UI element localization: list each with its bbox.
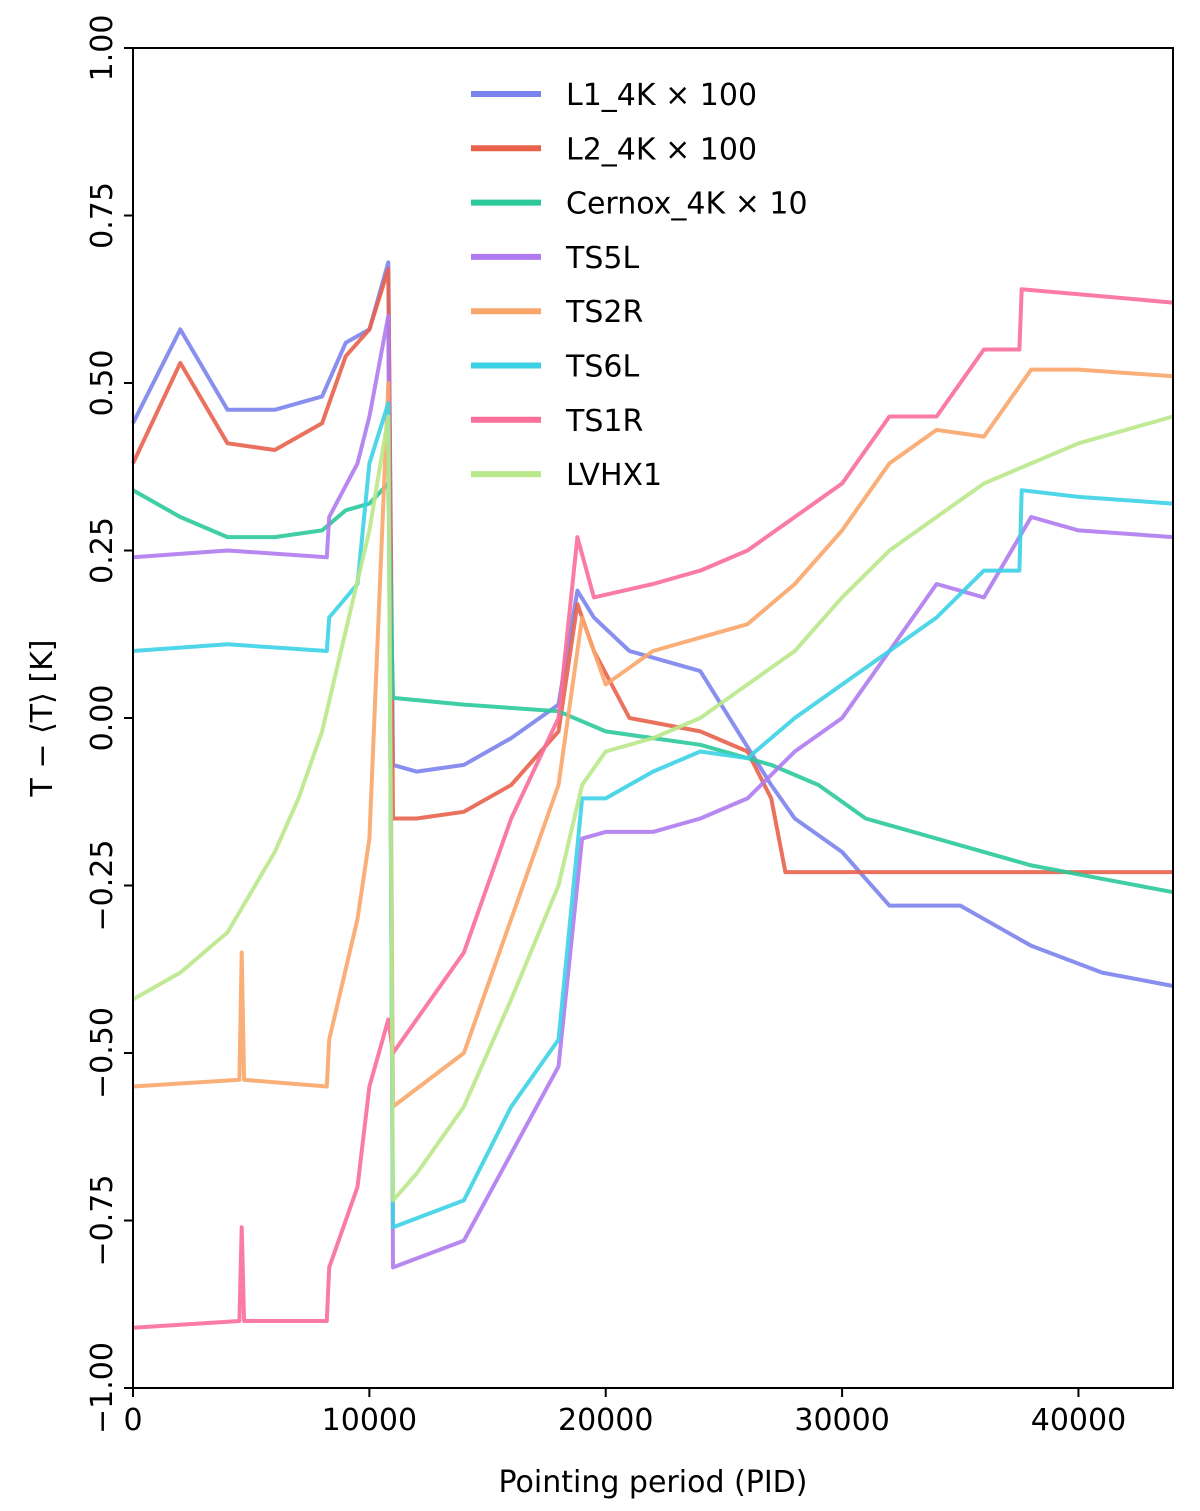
y-tick-label: −0.75 — [85, 1175, 120, 1267]
y-tick-label: −0.25 — [85, 840, 120, 932]
legend-label-2: Cernox_4K × 10 — [566, 187, 808, 222]
x-tick-label: 40000 — [1031, 1403, 1126, 1438]
legend-label-1: L2_4K × 100 — [566, 132, 757, 167]
x-tick-label: 20000 — [558, 1403, 653, 1438]
series-line-6 — [132, 287, 1174, 1330]
y-axis-title: T − ⟨T⟩ [K] — [25, 640, 60, 798]
legend-label-4: TS2R — [565, 295, 643, 330]
series-line-4 — [132, 367, 1174, 1109]
y-tick-label: 0.50 — [85, 350, 120, 417]
series-layer — [131, 260, 1174, 1330]
series-line-3 — [132, 314, 1174, 1270]
y-tick-label: −1.00 — [85, 1342, 120, 1434]
y-tick-label: 0.75 — [85, 182, 120, 249]
series-line-0 — [131, 260, 1174, 988]
legend-label-0: L1_4K × 100 — [566, 78, 757, 113]
x-axis: 0 10000 20000 30000 40000 — [123, 1388, 1126, 1438]
x-tick-label: 10000 — [322, 1403, 417, 1438]
y-tick-label: 0.25 — [85, 517, 120, 584]
legend-label-7: LVHX1 — [566, 458, 662, 493]
x-tick-label: 0 — [123, 1403, 142, 1438]
series-line-1 — [131, 267, 1173, 875]
series-line-2 — [132, 481, 1174, 895]
x-axis-title: Pointing period (PID) — [499, 1465, 808, 1500]
x-tick-label: 30000 — [794, 1403, 889, 1438]
legend-label-6: TS1R — [565, 404, 643, 439]
series-line-7 — [132, 414, 1174, 1203]
legend-label-3: TS5L — [565, 241, 639, 276]
y-tick-label: −0.50 — [85, 1007, 120, 1099]
legend: L1_4K × 100 L2_4K × 100 Cernox_4K × 10 TS5L… — [471, 78, 808, 493]
y-tick-label: 1.00 — [85, 15, 120, 82]
y-tick-label: 0.00 — [85, 685, 120, 752]
y-axis: −1.00 −0.75 −0.50 −0.25 0.00 0.25 0.50 0.75 1.00 — [85, 15, 133, 1434]
legend-label-5: TS6L — [565, 350, 639, 385]
